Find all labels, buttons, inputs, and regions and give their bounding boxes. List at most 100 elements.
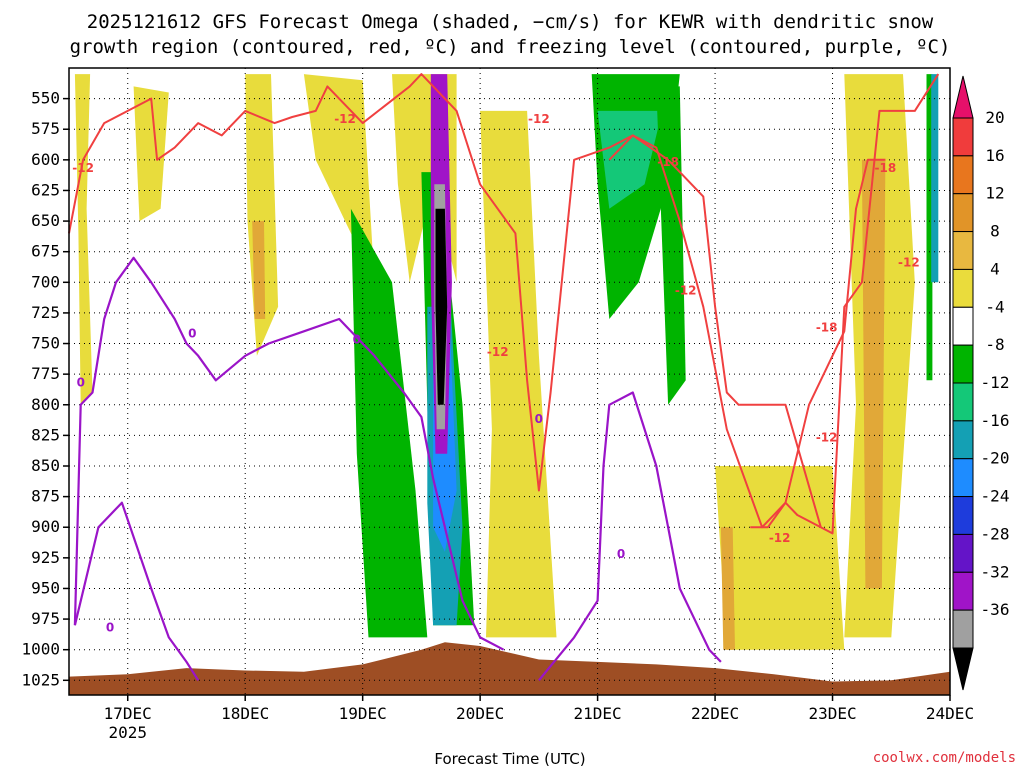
shade-green-main	[350, 208, 428, 638]
shade-green-h	[926, 74, 933, 381]
contour-label: 0	[106, 620, 114, 634]
dgz-contour-2	[750, 501, 822, 529]
contour-label: 0	[77, 375, 85, 389]
contour-label: -12	[769, 531, 791, 545]
x-tick-sublabel: 2025	[108, 723, 147, 742]
y-tick-label: 900	[31, 517, 60, 536]
colorbar-segment	[952, 458, 974, 498]
chart-title-line-1: 2025121612 GFS Forecast Omega (shaded, −…	[87, 11, 934, 33]
colorbar-label: -32	[981, 562, 1010, 581]
colorbar-label: -36	[981, 600, 1010, 619]
dgz-contour-1	[608, 134, 886, 529]
shade-black-core	[435, 208, 448, 405]
y-tick-label: 975	[31, 609, 60, 628]
colorbar-segment	[952, 571, 974, 611]
contour-label: -12	[528, 112, 550, 126]
colorbar-legend: 20 16 12 8 4 -4 -8 -12 -16 -20 -24 -28 -32 -36	[952, 75, 1010, 691]
colorbar-label: -24	[981, 487, 1010, 506]
colorbar-label: 4	[990, 259, 1000, 278]
colorbar-label: -4	[985, 297, 1004, 316]
y-tick-label: 950	[31, 578, 60, 597]
contour-label: -12	[334, 112, 356, 126]
grid-lines	[69, 68, 951, 695]
freezing-level-contours	[73, 256, 722, 681]
colorbar-segment	[952, 193, 974, 233]
y-tick-label: 750	[31, 334, 60, 353]
freezing-contour-0	[73, 256, 505, 651]
shade-orange-g	[720, 527, 735, 650]
contour-label: 0	[535, 412, 543, 426]
contour-label: -12	[487, 345, 509, 359]
omega-shading	[74, 74, 939, 650]
colorbar-segment	[952, 231, 974, 270]
colorbar-label: 20	[985, 108, 1004, 127]
y-tick-label: 700	[31, 272, 60, 291]
y-tick-label: 625	[31, 180, 60, 199]
x-tick-label: 19DEC	[339, 704, 387, 723]
y-tick-label: 650	[31, 211, 60, 230]
contour-label: -18	[875, 161, 897, 175]
y-tick-label: 550	[31, 89, 60, 108]
shade-yellow-c	[245, 74, 279, 356]
colorbar-top-triangle	[952, 75, 974, 119]
surface-terrain	[69, 642, 950, 695]
contour-label: -12	[72, 161, 94, 175]
y-tick-label: 600	[31, 150, 60, 169]
plot-area: -12 -12 -12 -18 -18 -12 -12 -18 -12 -12 -12 0 0 0 0 0 0	[68, 67, 951, 696]
colorbar-bottom-triangle	[952, 647, 974, 691]
y-tick-label: 725	[31, 303, 60, 322]
colorbar-segment	[952, 609, 974, 649]
x-tick-label: 22DEC	[691, 704, 739, 723]
y-tick-label: 825	[31, 425, 60, 444]
contour-label: -18	[657, 155, 679, 169]
shade-yellow-b	[133, 86, 169, 222]
colorbar-segment	[952, 155, 974, 195]
y-tick-label: 775	[31, 364, 60, 383]
colorbar-segment	[952, 117, 974, 157]
dgz-contours	[68, 73, 940, 535]
contour-label: 0	[617, 547, 625, 561]
x-tick-label: 17DEC	[104, 704, 152, 723]
colorbar-segment	[952, 496, 974, 535]
colorbar-segment	[952, 382, 974, 422]
contour-label: 0	[353, 333, 361, 347]
credit-link[interactable]: coolwx.com/models	[873, 750, 1016, 766]
freezing-contour-1	[73, 501, 200, 681]
x-tick-label: 20DEC	[456, 704, 504, 723]
contour-labels: -12 -12 -12 -18 -18 -12 -12 -18 -12 -12 -12 0 0 0 0 0 0	[72, 112, 919, 634]
chart-title-line-2: growth region (contoured, red, ºC) and f…	[70, 36, 951, 58]
colorbar-label: -28	[981, 524, 1010, 543]
y-tick-label: 1000	[21, 640, 60, 659]
x-tick-label: 18DEC	[221, 704, 269, 723]
shade-cyan-h	[931, 74, 939, 283]
colorbar-segment	[952, 420, 974, 460]
y-tick-label: 575	[31, 119, 60, 138]
contour-label: 0	[188, 326, 196, 340]
y-tick-label: 875	[31, 487, 60, 506]
shade-yellow-a	[74, 74, 93, 405]
x-tick-label: 24DEC	[926, 704, 974, 723]
terrain-fill	[69, 642, 950, 695]
colorbar-label: -8	[985, 335, 1004, 354]
shade-green-g	[656, 86, 686, 405]
contour-label: -12	[675, 284, 697, 298]
colorbar-label: -16	[981, 411, 1010, 430]
colorbar-label: 8	[990, 222, 1000, 241]
shade-orange-h	[861, 159, 886, 589]
shade-yellow-f	[480, 110, 557, 638]
contour-label: -18	[816, 320, 838, 334]
colorbar-label: -20	[981, 449, 1010, 468]
y-axis-ticks: 550 575 600 625 650 675 700 725 750 775 800 825 850 8…	[21, 89, 69, 689]
colorbar-label: 16	[985, 146, 1004, 165]
colorbar-segment	[952, 306, 974, 346]
x-tick-label: 23DEC	[808, 704, 856, 723]
colorbar-label: -12	[981, 373, 1010, 392]
colorbar-segment	[952, 268, 974, 308]
dgz-contour-0	[68, 73, 940, 535]
colorbar-segment	[952, 533, 974, 573]
contour-label: -12	[898, 255, 920, 269]
plot-frame	[68, 67, 951, 696]
colorbar-label: 12	[985, 184, 1004, 203]
